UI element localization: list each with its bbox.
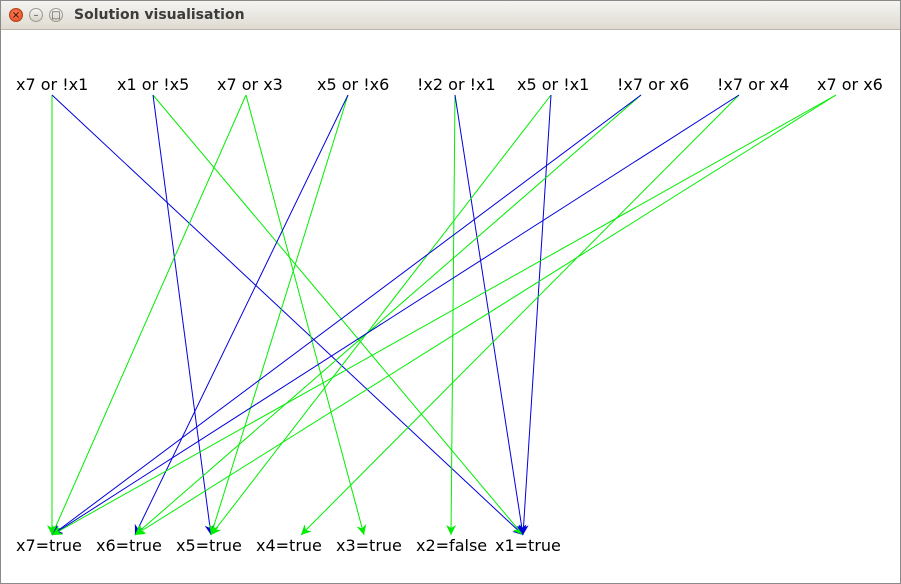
solution-graph: x7 or !x1 x1 or !x5 x7 or x3 x5 or !x6 !x2 o…	[16, 75, 883, 555]
edge-satisfied	[51, 94, 837, 536]
edge-satisfied	[209, 94, 349, 536]
edge-negated	[51, 94, 524, 536]
edge-negated	[454, 94, 527, 536]
clause-label: x7 or x3	[217, 75, 283, 94]
clause-label: !x7 or x4	[717, 75, 789, 94]
edge-satisfied	[446, 94, 457, 536]
close-button[interactable]: ×	[9, 8, 23, 22]
assignment-label: x3=true	[336, 536, 402, 555]
maximize-button[interactable]: □	[49, 8, 63, 22]
edge-satisfied	[245, 94, 367, 536]
edge-layer	[47, 94, 837, 536]
assignment-label: x5=true	[176, 536, 242, 555]
clause-label: !x7 or x6	[617, 75, 689, 94]
minimize-button[interactable]: –	[29, 8, 43, 22]
title-bar[interactable]: × – □ Solution visualisation	[1, 1, 900, 30]
clause-label: x5 or !x6	[317, 75, 389, 94]
window-title: Solution visualisation	[74, 7, 245, 23]
edge-negated	[134, 94, 349, 536]
edge-satisfied	[210, 94, 552, 536]
assignment-label: x4=true	[256, 536, 322, 555]
edge-satisfied	[300, 94, 740, 536]
edge-satisfied	[134, 94, 642, 536]
clause-label: x7 or !x1	[16, 75, 88, 94]
assignment-label: x6=true	[96, 536, 162, 555]
edge-satisfied	[51, 94, 247, 536]
clause-label: x7 or x6	[817, 75, 883, 94]
edge-satisfied	[134, 94, 837, 536]
edge-negated	[518, 94, 552, 536]
clause-label: !x2 or !x1	[417, 75, 496, 94]
assignment-label: x2=false	[416, 536, 487, 555]
clause-label: x1 or !x5	[117, 75, 189, 94]
visualisation-canvas: x7 or !x1 x1 or !x5 x7 or x3 x5 or !x6 !x2 o…	[1, 30, 900, 583]
edge-negated	[51, 94, 740, 536]
clause-labels: x7 or !x1 x1 or !x5 x7 or x3 x5 or !x6 !x2 o…	[16, 75, 883, 94]
assignment-labels: x7=true x6=true x5=true x4=true x3=true x2=fa…	[16, 536, 561, 555]
edge-satisfied	[152, 94, 524, 536]
assignment-label: x1=true	[495, 536, 561, 555]
assignment-label: x7=true	[16, 536, 82, 555]
edge-negated	[51, 94, 642, 536]
clause-label: x5 or !x1	[517, 75, 589, 94]
edge-negated	[152, 94, 215, 536]
